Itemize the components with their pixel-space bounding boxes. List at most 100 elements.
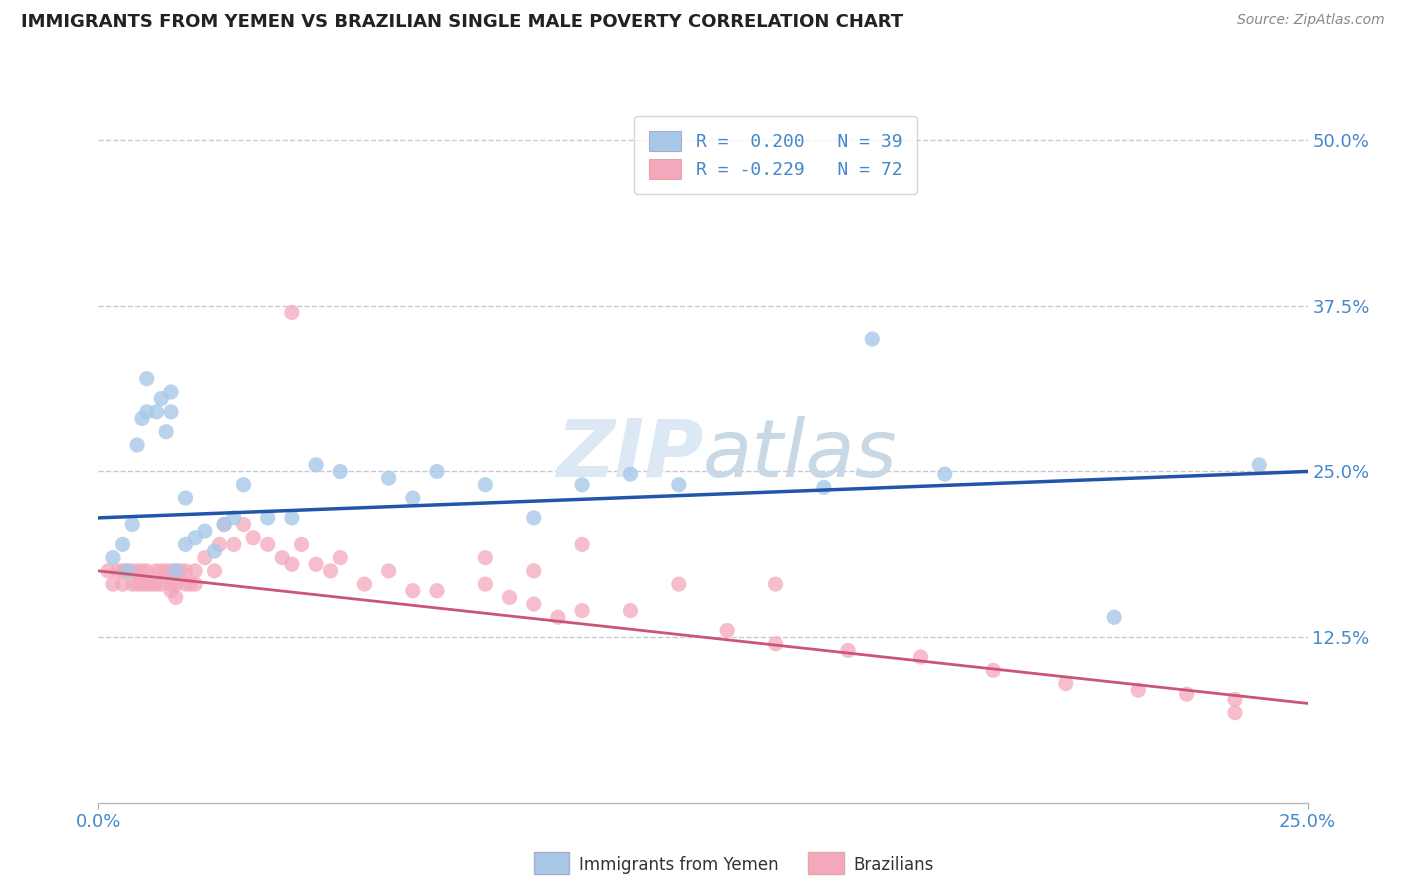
Point: [668, 577, 690, 591]
Point: [305, 458, 328, 472]
Text: Brazilians: Brazilians: [853, 856, 934, 874]
Point: [212, 517, 235, 532]
Point: [910, 650, 932, 665]
Point: [131, 564, 153, 578]
Point: [117, 564, 139, 578]
Text: atlas: atlas: [703, 416, 898, 494]
Point: [290, 537, 312, 551]
Point: [222, 511, 245, 525]
Point: [281, 511, 304, 525]
Point: [1128, 683, 1150, 698]
Point: [329, 550, 352, 565]
Point: [329, 465, 352, 479]
Point: [860, 332, 883, 346]
Text: ZIP: ZIP: [555, 416, 703, 494]
Point: [150, 564, 173, 578]
Point: [135, 564, 157, 578]
Point: [402, 583, 425, 598]
Point: [232, 477, 254, 491]
Point: [716, 624, 738, 638]
Text: Source: ZipAtlas.com: Source: ZipAtlas.com: [1237, 13, 1385, 28]
Legend: R =  0.200   N = 39, R = -0.229   N = 72: R = 0.200 N = 39, R = -0.229 N = 72: [634, 116, 917, 194]
Point: [117, 564, 139, 578]
Point: [174, 491, 197, 505]
Point: [619, 604, 641, 618]
Text: IMMIGRANTS FROM YEMEN VS BRAZILIAN SINGLE MALE POVERTY CORRELATION CHART: IMMIGRANTS FROM YEMEN VS BRAZILIAN SINGL…: [21, 13, 903, 31]
Point: [204, 564, 226, 578]
Point: [765, 637, 787, 651]
Point: [184, 577, 207, 591]
Point: [165, 577, 187, 591]
Point: [1175, 687, 1198, 701]
Point: [256, 537, 278, 551]
Point: [1223, 706, 1246, 720]
Point: [765, 577, 787, 591]
Point: [135, 405, 157, 419]
Point: [179, 577, 201, 591]
Point: [111, 537, 134, 551]
Point: [837, 643, 859, 657]
Point: [97, 564, 120, 578]
Point: [121, 517, 143, 532]
Point: [377, 564, 399, 578]
Point: [474, 477, 496, 491]
Point: [155, 564, 177, 578]
Point: [232, 517, 254, 532]
Point: [1249, 458, 1271, 472]
Point: [934, 467, 956, 482]
Point: [571, 537, 593, 551]
Point: [184, 564, 207, 578]
Point: [101, 550, 124, 565]
Point: [160, 405, 183, 419]
Point: [208, 537, 231, 551]
Point: [377, 471, 399, 485]
Point: [145, 564, 167, 578]
Point: [160, 564, 183, 578]
Point: [127, 438, 149, 452]
Point: [131, 577, 153, 591]
Point: [131, 411, 153, 425]
Point: [426, 465, 449, 479]
Point: [150, 392, 173, 406]
Point: [474, 550, 496, 565]
Point: [169, 564, 191, 578]
Point: [121, 577, 143, 591]
Point: [1223, 692, 1246, 706]
Point: [135, 372, 157, 386]
Point: [571, 477, 593, 491]
Point: [121, 564, 143, 578]
Point: [523, 564, 546, 578]
Point: [127, 577, 149, 591]
Point: [212, 517, 235, 532]
Point: [619, 467, 641, 482]
Point: [107, 564, 129, 578]
Point: [668, 477, 690, 491]
Point: [184, 531, 207, 545]
Point: [145, 405, 167, 419]
Point: [523, 511, 546, 525]
Point: [194, 550, 217, 565]
Point: [127, 564, 149, 578]
Point: [174, 577, 197, 591]
Point: [204, 544, 226, 558]
Point: [523, 597, 546, 611]
Point: [160, 384, 183, 399]
Point: [353, 577, 375, 591]
Point: [145, 577, 167, 591]
Point: [160, 577, 183, 591]
Point: [281, 558, 304, 572]
Point: [160, 583, 183, 598]
Point: [402, 491, 425, 505]
Point: [474, 577, 496, 591]
Point: [111, 577, 134, 591]
Point: [101, 577, 124, 591]
Point: [194, 524, 217, 538]
Point: [981, 663, 1004, 677]
Point: [155, 425, 177, 439]
Point: [242, 531, 264, 545]
Point: [281, 305, 304, 319]
Point: [1054, 676, 1077, 690]
Point: [319, 564, 342, 578]
Text: Immigrants from Yemen: Immigrants from Yemen: [579, 856, 779, 874]
Point: [135, 577, 157, 591]
